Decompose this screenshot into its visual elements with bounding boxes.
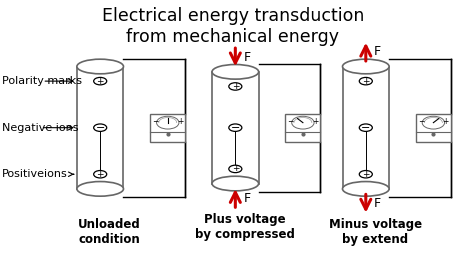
Text: +: + (177, 117, 183, 126)
Ellipse shape (77, 59, 123, 74)
Text: +: + (96, 77, 104, 86)
Text: +: + (312, 117, 319, 126)
Circle shape (422, 116, 445, 129)
Bar (212, 72, 259, 184)
Bar (416, 114, 451, 142)
Text: +: + (232, 82, 239, 91)
Text: +: + (232, 164, 239, 173)
Circle shape (229, 165, 242, 173)
Ellipse shape (77, 181, 123, 196)
Text: from mechanical energy: from mechanical energy (126, 28, 340, 46)
Circle shape (94, 77, 107, 85)
Bar (77, 66, 123, 189)
Text: Positiveions: Positiveions (2, 169, 74, 179)
Ellipse shape (343, 181, 389, 196)
Circle shape (94, 171, 107, 178)
Circle shape (359, 124, 372, 131)
Text: Polarity marks: Polarity marks (2, 76, 82, 86)
Circle shape (229, 83, 242, 90)
Text: +: + (443, 117, 449, 126)
Bar (343, 66, 389, 189)
Bar (285, 114, 321, 142)
Text: +: + (96, 170, 104, 179)
Bar (150, 114, 185, 142)
Circle shape (292, 116, 314, 129)
Text: F: F (244, 51, 251, 64)
Text: Electrical energy transduction: Electrical energy transduction (102, 7, 364, 25)
Text: Minus voltage
by extend: Minus voltage by extend (329, 218, 422, 246)
Text: −: − (152, 117, 158, 126)
Text: −: − (231, 123, 240, 133)
Text: F: F (244, 192, 251, 205)
Text: Unloaded
condition: Unloaded condition (78, 218, 141, 246)
Text: −: − (418, 117, 424, 126)
Text: Plus voltage
by compressed: Plus voltage by compressed (195, 213, 295, 241)
Circle shape (229, 124, 242, 131)
Circle shape (359, 77, 372, 85)
Text: −: − (361, 123, 370, 133)
Text: F: F (374, 45, 381, 58)
Text: +: + (362, 170, 370, 179)
Text: −: − (287, 117, 294, 126)
Ellipse shape (212, 176, 259, 191)
Circle shape (157, 116, 179, 129)
Text: Negative ions: Negative ions (2, 123, 79, 133)
Circle shape (359, 171, 372, 178)
Ellipse shape (212, 65, 259, 79)
Text: −: − (96, 123, 105, 133)
Ellipse shape (343, 59, 389, 74)
Text: F: F (374, 197, 381, 210)
Text: +: + (362, 77, 370, 86)
Circle shape (94, 124, 107, 131)
